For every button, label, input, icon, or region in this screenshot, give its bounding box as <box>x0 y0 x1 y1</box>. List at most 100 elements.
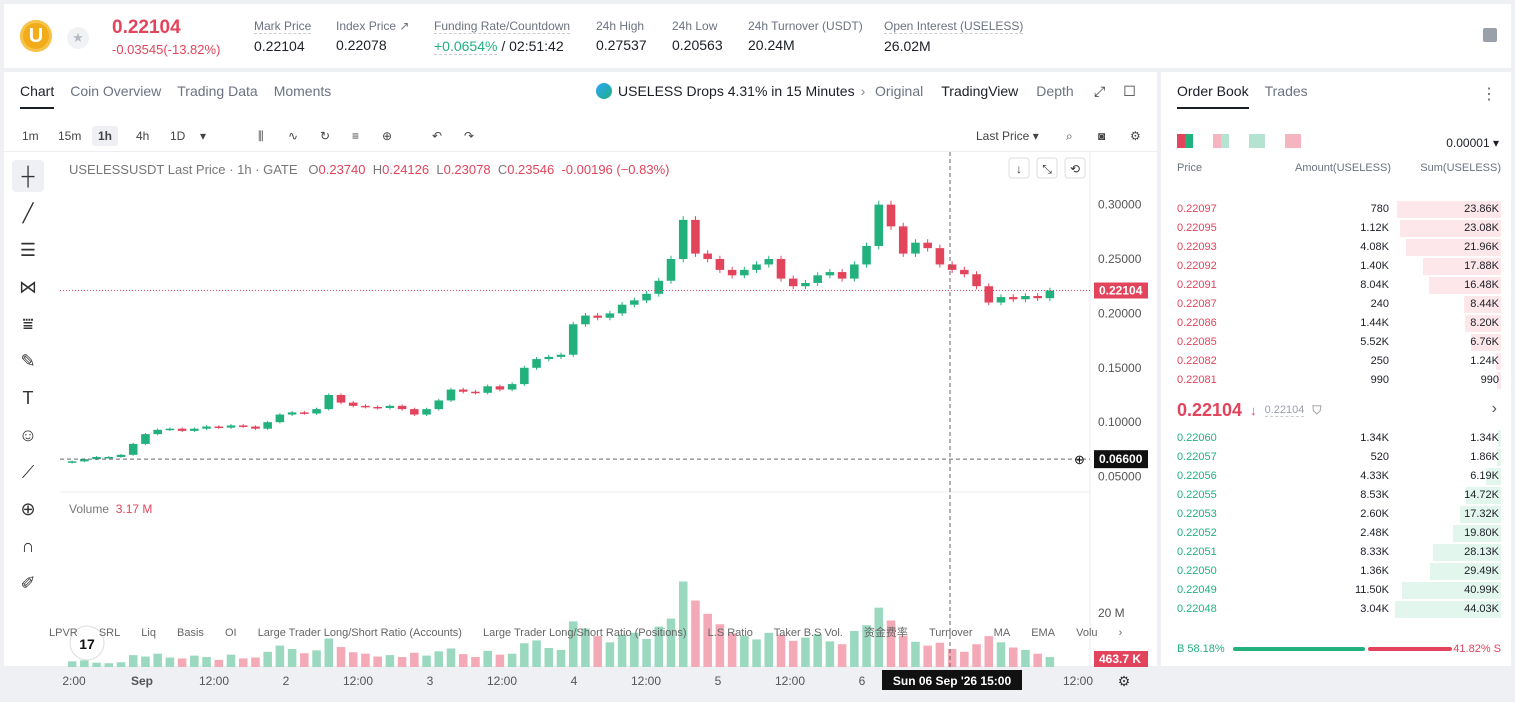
redo-icon[interactable]: ↷ <box>464 129 475 143</box>
bid-row[interactable]: 0.22048 3.04K 44.03K <box>1161 600 1511 619</box>
stat-index-price[interactable]: Index Price ↗ 0.22078 <box>336 19 410 53</box>
indicator-taker-vol[interactable]: Taker B.S Vol. <box>773 627 843 639</box>
indicator-basis[interactable]: Basis <box>177 627 204 639</box>
favorite-star-icon[interactable]: ★ <box>67 27 89 49</box>
row-sum: 23.08K <box>1464 222 1499 234</box>
text-icon[interactable]: T <box>22 387 34 408</box>
layout-both-icon[interactable] <box>1177 134 1193 148</box>
gear-icon[interactable]: ⚙ <box>1130 129 1141 143</box>
window-icon[interactable]: ☐ <box>1123 83 1136 99</box>
layout-asks-icon[interactable] <box>1213 134 1229 148</box>
ask-row[interactable]: 0.22085 5.52K 6.76K <box>1161 333 1511 352</box>
pattern-icon[interactable]: ⋈ <box>19 276 37 297</box>
ask-row[interactable]: 0.22091 8.04K 16.48K <box>1161 276 1511 295</box>
candle-body <box>226 425 236 428</box>
ask-row[interactable]: 0.22092 1.40K 17.88K <box>1161 257 1511 276</box>
indicator-volume[interactable]: Volu <box>1076 627 1098 639</box>
chevron-right-icon[interactable]: › <box>1118 627 1123 639</box>
candle-type-icon[interactable]: ⫼ <box>258 129 264 143</box>
indicator-ls-ratio[interactable]: L.S Ratio <box>707 627 753 639</box>
layout-bids-icon[interactable] <box>1249 134 1265 148</box>
indicators-icon[interactable]: ∿ <box>288 129 299 143</box>
horizontal-lines-icon[interactable]: ☰ <box>19 239 37 260</box>
bid-row[interactable]: 0.22056 4.33K 6.19K <box>1161 467 1511 486</box>
view-original[interactable]: Original <box>875 83 924 99</box>
ruler-icon[interactable]: ⟋ <box>21 461 35 482</box>
timeframe-1m[interactable]: 1m <box>22 129 39 143</box>
undo-icon[interactable]: ↶ <box>432 129 443 143</box>
ask-row[interactable]: 0.22082 250 1.24K <box>1161 352 1511 371</box>
timeframe-15m[interactable]: 15m <box>58 129 82 143</box>
promo-banner[interactable]: USELESS Drops 4.31% in 15 Minutes › <box>596 83 865 99</box>
bid-row[interactable]: 0.22050 1.36K 29.49K <box>1161 562 1511 581</box>
tab-chart[interactable]: Chart <box>20 83 55 109</box>
emoji-icon[interactable]: ☺ <box>18 424 38 445</box>
volume-bar <box>801 637 810 667</box>
book-icon[interactable] <box>1483 28 1497 42</box>
replay-icon[interactable]: ↻ <box>320 129 331 143</box>
tab-coin-overview[interactable]: Coin Overview <box>70 83 162 99</box>
indicator-ma[interactable]: MA <box>993 627 1011 639</box>
candle-body <box>336 394 346 403</box>
timeframe-4h[interactable]: 4h <box>136 129 150 143</box>
candle-body <box>373 406 382 409</box>
camera-icon[interactable]: ◙ <box>1098 129 1106 143</box>
ask-row[interactable]: 0.22081 990 990 <box>1161 371 1511 390</box>
search-icon[interactable]: ⌕ <box>1066 129 1073 143</box>
bid-row[interactable]: 0.22060 1.34K 1.34K <box>1161 429 1511 448</box>
candle-body <box>385 405 395 409</box>
ask-row[interactable]: 0.22097 780 23.86K <box>1161 200 1511 219</box>
row-sum: 17.88K <box>1464 260 1499 272</box>
view-depth[interactable]: Depth <box>1036 83 1074 99</box>
tab-trades[interactable]: Trades <box>1264 83 1308 99</box>
candlestick-chart[interactable]: 0.30000 0.25000 0.20000 0.15000 0.10000 0.050… <box>4 152 1157 702</box>
indicator-srl[interactable]: SRL <box>98 627 121 639</box>
alert-add-icon[interactable]: ⊕ <box>382 129 393 143</box>
ask-row[interactable]: 0.22093 4.08K 21.96K <box>1161 238 1511 257</box>
ask-row[interactable]: 0.22086 1.44K 8.20K <box>1161 314 1511 333</box>
crosshair-icon[interactable]: ┼ <box>12 160 44 192</box>
bid-row[interactable]: 0.22055 8.53K 14.72K <box>1161 486 1511 505</box>
tab-trading-data[interactable]: Trading Data <box>177 83 258 99</box>
more-options-icon[interactable]: ⋮ <box>1481 86 1497 103</box>
brush-icon[interactable]: ✎ <box>20 350 36 371</box>
timeframe-dropdown-icon[interactable]: ▾ <box>200 129 207 143</box>
tab-moments[interactable]: Moments <box>273 83 332 99</box>
indicator-large-accounts[interactable]: Large Trader Long/Short Ratio (Accounts) <box>257 627 462 639</box>
indicator-large-positions[interactable]: Large Trader Long/Short Ratio (Positions… <box>482 627 687 639</box>
view-tradingview[interactable]: TradingView <box>941 83 1019 99</box>
ticker-bar: U ★ 0.22104 -0.03545(-13.82%) Mark Price… <box>4 4 1511 68</box>
indicator-turnover[interactable]: Turnover <box>928 627 973 639</box>
trendline-icon[interactable]: ╱ <box>22 202 34 223</box>
indicator-ema[interactable]: EMA <box>1031 627 1056 639</box>
chevron-right-icon[interactable]: › <box>1491 400 1497 417</box>
price-source-select[interactable]: Last Price ▾ <box>976 129 1039 143</box>
precision-select[interactable]: 0.00001 ▾ <box>1446 136 1499 150</box>
expand-icon[interactable]: ⤢ <box>1094 83 1106 99</box>
ask-row[interactable]: 0.22087 240 8.44K <box>1161 295 1511 314</box>
indicator-funding-rate[interactable]: 资金费率 <box>863 627 908 639</box>
timeframe-1h[interactable]: 1h <box>92 126 119 146</box>
row-sum: 23.86K <box>1464 203 1499 215</box>
indicator-oi[interactable]: OI <box>225 627 237 639</box>
pencil-icon[interactable]: ✐ <box>20 572 36 593</box>
bid-row[interactable]: 0.22057 520 1.86K <box>1161 448 1511 467</box>
indicator-liq[interactable]: Liq <box>141 627 156 639</box>
bid-row[interactable]: 0.22052 2.48K 19.80K <box>1161 524 1511 543</box>
volume-bar <box>727 633 737 667</box>
depth-bar <box>1495 353 1501 370</box>
magnet-icon[interactable]: ∩ <box>21 535 35 556</box>
row-price: 0.22091 <box>1177 279 1217 291</box>
layout-asks-only-icon[interactable] <box>1285 134 1301 148</box>
bid-row[interactable]: 0.22049 11.50K 40.99K <box>1161 581 1511 600</box>
tab-order-book[interactable]: Order Book <box>1177 83 1249 109</box>
zoom-in-icon[interactable]: ⊕ <box>20 498 36 519</box>
indicator-lpvr[interactable]: LPVR <box>49 627 78 639</box>
fib-icon[interactable]: ⩸ <box>22 313 34 334</box>
ask-row[interactable]: 0.22095 1.12K 23.08K <box>1161 219 1511 238</box>
candle-body <box>251 426 260 429</box>
bid-row[interactable]: 0.22053 2.60K 17.32K <box>1161 505 1511 524</box>
bid-row[interactable]: 0.22051 8.33K 28.13K <box>1161 543 1511 562</box>
timeframe-1d[interactable]: 1D <box>170 129 186 143</box>
templates-icon[interactable]: ≡ <box>352 129 360 143</box>
